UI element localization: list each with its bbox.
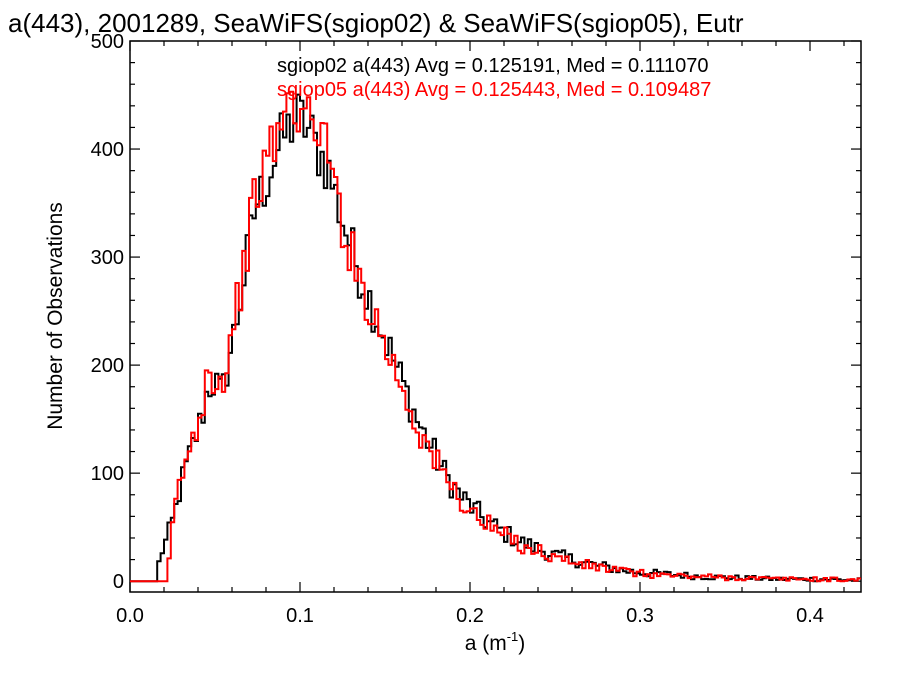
x-tick-label: 0.0	[116, 605, 144, 627]
x-tick-label: 0.1	[286, 605, 314, 627]
axis-ticks	[129, 40, 861, 592]
y-tick-label: 300	[91, 247, 124, 269]
x-tick-label: 0.3	[626, 605, 654, 627]
x-axis-label: a (m-1)	[465, 629, 526, 655]
series-group	[130, 90, 861, 583]
x-tick-label: 0.4	[796, 605, 824, 627]
x-tick-label: 0.2	[456, 605, 484, 627]
legend-entry-sgiop05: sgiop05 a(443) Avg = 0.125443, Med = 0.1…	[277, 79, 711, 101]
series-line-sgiop02	[130, 93, 861, 583]
plot-frame	[129, 40, 862, 593]
x-axis-label-main: a (m	[465, 632, 507, 655]
axis-tick-labels: 0.0 0.1 0.2 0.3 0.4 0 100 200 300 400 500	[91, 31, 824, 627]
chart-title: a(443), 2001289, SeaWiFS(sgiop02) & SeaW…	[8, 8, 744, 38]
y-tick-label: 200	[91, 355, 124, 377]
y-tick-label: 400	[91, 139, 124, 161]
legend-entry-sgiop02: sgiop02 a(443) Avg = 0.125191, Med = 0.1…	[277, 55, 708, 77]
x-axis-label-superscript: -1	[507, 629, 519, 644]
y-tick-label: 100	[91, 463, 124, 485]
x-axis-label-end: )	[518, 632, 525, 655]
plot-border	[129, 40, 862, 593]
y-tick-label: 0	[113, 571, 124, 593]
y-tick-label: 500	[91, 31, 124, 53]
legend: sgiop02 a(443) Avg = 0.125191, Med = 0.1…	[277, 55, 711, 101]
y-axis-label: Number of Observations	[44, 202, 67, 430]
series-line-sgiop05	[130, 90, 861, 583]
